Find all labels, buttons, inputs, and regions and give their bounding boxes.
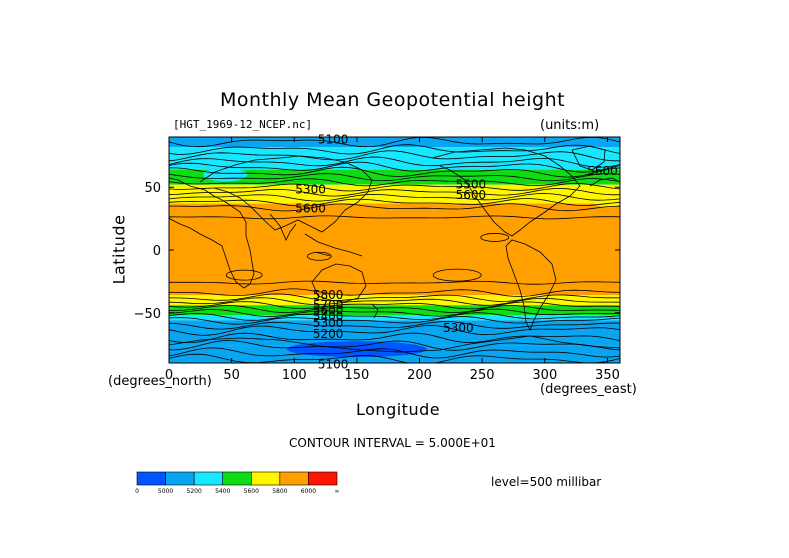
y-tick-label: 50 [144, 181, 161, 196]
colorbar-label: 6000 [301, 488, 316, 495]
contour-line [169, 305, 620, 313]
atlantic-ridge-region [589, 187, 620, 208]
contour-value-label: 5400 [313, 310, 344, 324]
band-6 [169, 305, 620, 316]
x-tick-label: 100 [282, 368, 307, 383]
colorbar-label: 5000 [158, 488, 173, 495]
colorbar-label: 5600 [244, 488, 259, 495]
contour-line [169, 173, 620, 182]
contour-line [169, 293, 620, 302]
contour-line [169, 161, 620, 173]
band-1 [169, 147, 620, 170]
contour-line [169, 340, 620, 351]
colorbar-label: 0 [135, 488, 139, 495]
closed-contour [480, 233, 510, 242]
band-5 [169, 295, 620, 306]
y-tick-label: −50 [134, 307, 161, 322]
contour-line [169, 288, 620, 297]
atlantic-low-region [203, 167, 248, 182]
contour-line [169, 280, 620, 285]
contour-value-label: 5500 [456, 178, 487, 192]
contour-line [169, 187, 620, 197]
contour-line [169, 156, 620, 168]
x-units-label: (degrees_east) [540, 382, 637, 397]
colorbar-swatch [136, 471, 166, 486]
contour-value-label: 5800 [313, 288, 344, 302]
x-tick-label: 350 [595, 368, 620, 383]
contour-line [169, 301, 620, 310]
contour-value-label: 5600 [295, 202, 326, 216]
contour-line [169, 215, 620, 220]
contour-line [169, 144, 620, 155]
colorbar-swatch [222, 471, 252, 486]
x-tick-label: 200 [407, 368, 432, 383]
contour-line [169, 297, 620, 306]
contour-line [169, 308, 620, 317]
x-tick-label: 0 [165, 368, 173, 383]
y-units-label: (degrees_north) [108, 374, 212, 389]
y-axis-label: Latitude [109, 214, 129, 285]
contour-line [169, 166, 620, 178]
colorbar-swatch [165, 471, 195, 486]
file-label: [HGT_1969-12_NCEP.nc] [173, 118, 313, 131]
contour-line [169, 347, 620, 359]
contour-value-label: 5700 [313, 298, 344, 312]
level-label: level=500 millibar [491, 475, 602, 489]
colorbar-label: 5200 [187, 488, 202, 495]
x-tick-label: 250 [470, 368, 495, 383]
y-tick-label: 0 [153, 244, 161, 259]
colorbar-label: 5400 [215, 488, 230, 495]
contour-value-label: 5300 [443, 321, 474, 335]
colorbar-swatch [250, 471, 281, 486]
contour-line [169, 150, 620, 162]
contour-value-label: 5600 [587, 164, 618, 178]
contour-line [169, 193, 620, 202]
units-label: (units:m) [540, 118, 600, 133]
contour-value-label: 5100 [318, 357, 349, 371]
chart-title: Monthly Mean Geopotential height [220, 89, 566, 111]
closed-contour [225, 269, 263, 281]
contour-value-label: 5200 [313, 327, 344, 341]
colorbar-swatch [279, 471, 309, 486]
colorbar-label: 5800 [272, 488, 287, 495]
contour-line [169, 321, 620, 330]
contour-line [169, 312, 620, 321]
contour-lines [169, 137, 620, 363]
contour-value-label: 5300 [313, 316, 344, 330]
band-2 [169, 169, 620, 185]
contour-value-label: 5600 [313, 303, 344, 317]
colorbar-swatch [308, 471, 338, 486]
contour-line [169, 182, 620, 192]
contour-value-label: 5600 [456, 188, 487, 202]
x-tick-label: 300 [532, 368, 557, 383]
contour-line [169, 178, 620, 187]
x-axis-label: Longitude [356, 400, 441, 419]
contour-value-label: 5300 [295, 183, 326, 197]
contour-line [169, 332, 620, 344]
contour-line [169, 137, 620, 148]
x-tick-label: 50 [223, 368, 240, 383]
coastlines [169, 145, 620, 353]
antarctic-low-region [286, 341, 427, 358]
contour-interval: CONTOUR INTERVAL = 5.000E+01 [289, 436, 496, 450]
contour-line [169, 316, 620, 325]
closed-contour [306, 251, 332, 261]
contour-line [169, 198, 620, 207]
colorbar-swatch [193, 471, 224, 486]
contour-line [169, 324, 620, 336]
x-tick-label: 150 [345, 368, 370, 383]
contour-line [169, 203, 620, 212]
contour-value-label: 5100 [318, 133, 349, 147]
colorbar-label: ∞ [335, 488, 340, 495]
closed-contour [432, 268, 482, 282]
